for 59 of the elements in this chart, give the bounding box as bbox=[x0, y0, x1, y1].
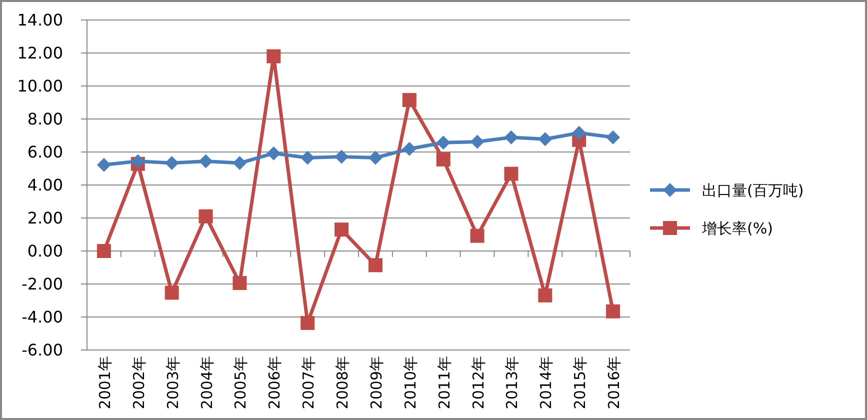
x-tick-label: 2006年 bbox=[266, 356, 284, 410]
point bbox=[606, 130, 620, 144]
point bbox=[538, 132, 552, 146]
point bbox=[300, 150, 315, 165]
point bbox=[164, 286, 179, 300]
point bbox=[164, 156, 179, 170]
point bbox=[606, 304, 620, 318]
point bbox=[368, 150, 382, 165]
point bbox=[572, 126, 586, 140]
x-tick-label: 2001年 bbox=[96, 356, 114, 410]
point bbox=[232, 276, 247, 290]
y-tick-label: 8.00 bbox=[27, 110, 63, 129]
point bbox=[436, 152, 450, 166]
x-tick-label: 2015年 bbox=[571, 356, 590, 410]
point bbox=[130, 154, 145, 168]
x-tick-label: 2016年 bbox=[605, 356, 624, 410]
y-tick-label: 12.00 bbox=[17, 44, 63, 63]
legend-label: 出口量(百万吨) bbox=[702, 181, 804, 200]
x-tick-label: 2007年 bbox=[300, 356, 318, 410]
y-tick-label: -2.00 bbox=[22, 274, 63, 294]
y-tick-label: 2.00 bbox=[27, 208, 63, 228]
point bbox=[368, 258, 382, 272]
x-tick-label: 2005年 bbox=[232, 356, 250, 410]
x-tick-label: 2004年 bbox=[198, 356, 216, 410]
point bbox=[96, 244, 111, 258]
point bbox=[198, 209, 213, 224]
x-tick-label: 2008年 bbox=[334, 356, 352, 410]
x-tick-label: 2009年 bbox=[367, 356, 386, 410]
point bbox=[402, 93, 416, 108]
y-tick-label: -4.00 bbox=[22, 308, 63, 327]
point bbox=[504, 130, 518, 144]
point bbox=[436, 136, 450, 150]
x-tick-label: 2011年 bbox=[435, 356, 454, 410]
point bbox=[96, 158, 111, 172]
x-tick-label: 2013年 bbox=[503, 356, 522, 410]
point bbox=[198, 154, 213, 168]
x-tick-label: 2003年 bbox=[164, 356, 182, 410]
y-tick-label: 10.00 bbox=[17, 76, 63, 96]
point bbox=[504, 166, 518, 181]
point bbox=[334, 222, 349, 237]
point bbox=[266, 49, 281, 64]
x-tick-label: 2012年 bbox=[469, 356, 488, 410]
y-tick-label: 6.00 bbox=[27, 142, 63, 162]
point bbox=[402, 142, 416, 156]
legend-label: 增长率(%) bbox=[701, 219, 773, 238]
y-tick-label: 0.00 bbox=[27, 242, 63, 261]
y-tick-label: 4.00 bbox=[27, 176, 63, 195]
point bbox=[266, 146, 281, 160]
point bbox=[470, 134, 484, 149]
y-tick-label: 14.00 bbox=[17, 10, 63, 30]
x-tick-label: 2014年 bbox=[537, 356, 556, 410]
y-tick-label: -6.00 bbox=[22, 340, 63, 360]
point bbox=[300, 316, 315, 330]
x-tick-label: 2002年 bbox=[130, 356, 148, 410]
point bbox=[470, 228, 484, 243]
x-tick-label: 2010年 bbox=[401, 356, 420, 410]
point bbox=[334, 150, 349, 164]
point bbox=[538, 288, 552, 302]
point bbox=[232, 156, 247, 170]
